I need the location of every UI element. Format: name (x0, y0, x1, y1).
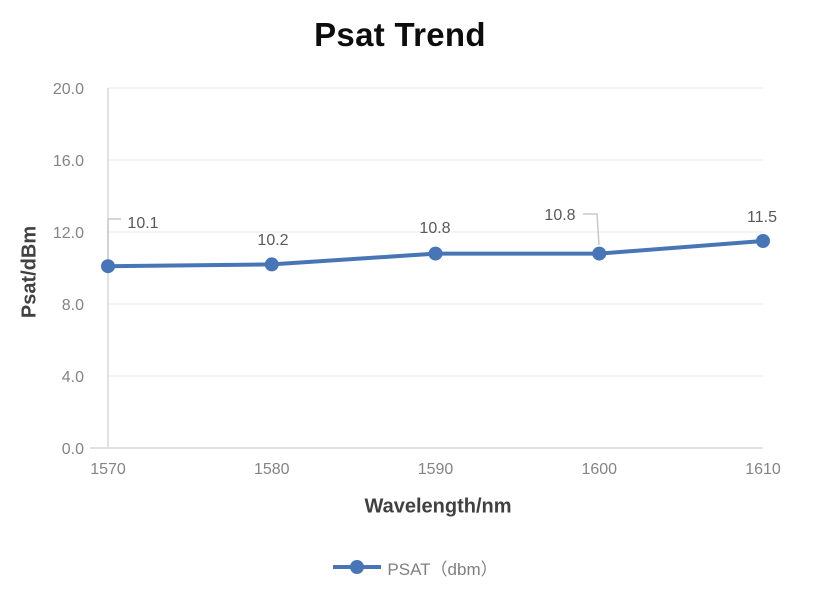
x-tick-label: 1580 (254, 461, 290, 478)
y-tick-label: 12.0 (53, 225, 84, 242)
legend: PSAT（dbm） (0, 556, 830, 579)
x-tick-label: 1570 (90, 461, 126, 478)
y-axis-title: Psat/dBm (18, 225, 41, 319)
data-point-marker (756, 234, 770, 248)
data-label: 10.2 (257, 232, 288, 249)
data-label: 11.5 (747, 209, 777, 226)
data-label: 10.8 (419, 220, 450, 237)
legend-marker-icon (333, 560, 382, 574)
chart-title: Psat Trend (314, 16, 486, 53)
legend-label: PSAT（dbm） (387, 559, 498, 579)
x-axis-title: Wavelength/nm (364, 495, 512, 518)
y-tick-label: 4.0 (62, 369, 84, 386)
y-tick-label: 8.0 (62, 297, 84, 314)
x-tick-label: 1590 (418, 461, 454, 478)
data-label: 10.1 (127, 215, 158, 232)
data-point-marker (428, 246, 443, 261)
data-point-marker (101, 259, 115, 274)
data-label: 10.8 (544, 207, 575, 224)
x-tick-label: 1600 (581, 461, 617, 478)
y-tick-label: 16.0 (53, 153, 84, 170)
data-point-marker (592, 246, 607, 261)
data-point-marker (264, 257, 279, 272)
y-tick-label: 20.0 (53, 81, 84, 98)
x-tick-label: 1610 (745, 461, 781, 478)
legend-dot (350, 560, 365, 574)
data-label-leader-line (583, 213, 600, 246)
data-label-leader-line (107, 218, 121, 259)
y-tick-label: 0.0 (62, 441, 84, 458)
